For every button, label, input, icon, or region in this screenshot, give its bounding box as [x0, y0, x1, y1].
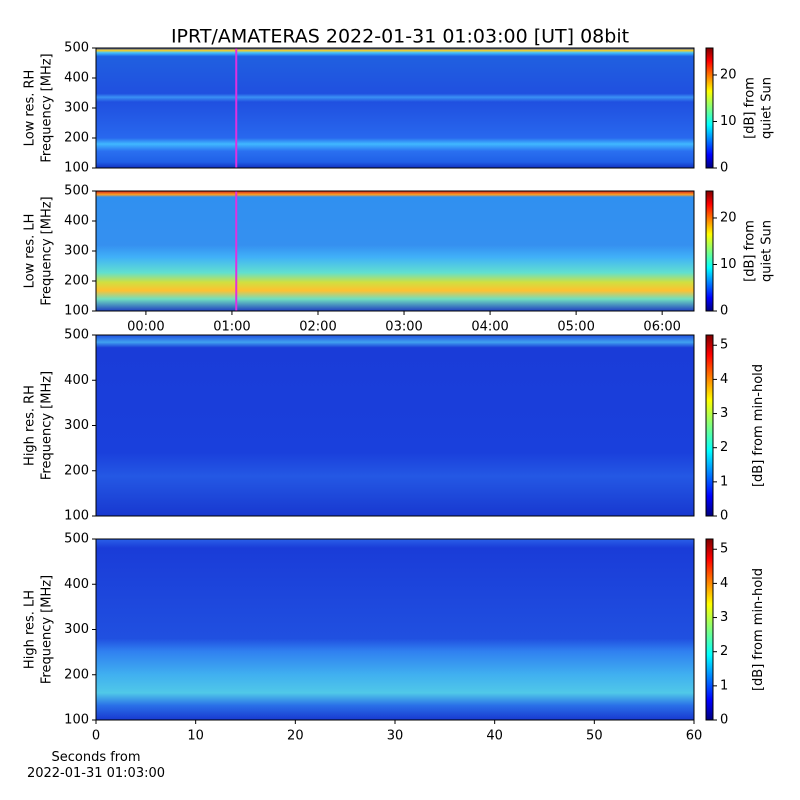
colorbar-tick-label: 2: [720, 440, 728, 455]
x-tick-label: 05:00: [557, 320, 594, 335]
colorbar-tick-label: 20: [720, 67, 737, 82]
y-tick-label: 200: [64, 131, 89, 146]
colorbar-tick-label: 0: [720, 509, 728, 524]
colorbar: [705, 334, 714, 517]
spectrogram: [96, 335, 694, 516]
colorbar-tick-label: 0: [720, 161, 728, 176]
y-tick-label: 200: [64, 463, 89, 478]
y-tick-label: 300: [64, 244, 89, 259]
x-tick-label: 02:00: [299, 320, 336, 335]
y-tick-label: 100: [64, 713, 89, 728]
x-tick-label: 03:00: [385, 320, 422, 335]
x-tick-label: 00:00: [127, 320, 164, 335]
x-axis-label-line: Seconds from: [51, 750, 140, 765]
y-axis-label-line: Frequency [MHz]: [39, 53, 54, 162]
y-tick-label: 300: [64, 418, 89, 433]
y-tick-label: 500: [64, 41, 89, 56]
colorbar-tick-label: 3: [720, 406, 728, 421]
x-tick-label: 20: [287, 729, 304, 744]
x-tick-label: 06:00: [643, 320, 680, 335]
colorbar-tick-label: 5: [720, 338, 728, 353]
y-tick-label: 300: [64, 101, 89, 116]
spectrogram: [96, 539, 694, 720]
x-tick-label: 50: [586, 729, 603, 744]
colorbar-tick-label: 4: [720, 576, 728, 591]
y-axis-label-line: Low res. RH: [22, 70, 37, 147]
y-tick-label: 400: [64, 577, 89, 592]
y-axis-label-line: Low res. LH: [22, 214, 37, 289]
y-tick-label: 400: [64, 214, 89, 229]
colorbar-label-line: quiet Sun: [759, 220, 774, 282]
colorbar-tick-label: 0: [720, 713, 728, 728]
y-tick-label: 300: [64, 622, 89, 637]
colorbar-tick-label: 5: [720, 542, 728, 557]
colorbar: [705, 538, 714, 721]
colorbar: [705, 190, 714, 312]
x-tick-label: 10: [187, 729, 204, 744]
y-tick-label: 500: [64, 532, 89, 547]
y-axis-label-line: Frequency [MHz]: [39, 196, 54, 305]
y-axis-label: Low res. RH Frequency [MHz]: [22, 53, 54, 162]
colorbar-label-line: [dB] from min-hold: [751, 568, 766, 691]
y-axis-label: High res. LH Frequency [MHz]: [22, 575, 54, 684]
figure-title: IPRT/AMATERAS 2022-01-31 01:03:00 [UT] 0…: [171, 26, 629, 48]
y-axis-label-line: High res. LH: [22, 590, 37, 669]
x-tick-label: 30: [387, 729, 404, 744]
colorbar-label-line: [dB] from: [742, 77, 757, 139]
y-axis-label: High res. RH Frequency [MHz]: [22, 371, 54, 480]
colorbar-label-line: [dB] from min-hold: [751, 364, 766, 487]
colorbar-label-line: quiet Sun: [759, 77, 774, 139]
x-tick-label: 40: [486, 729, 503, 744]
colorbar-label: [dB] from min-hold: [751, 568, 766, 691]
x-tick-label: 04:00: [471, 320, 508, 335]
x-tick-label: 0: [92, 729, 100, 744]
x-tick-label: 01:00: [213, 320, 250, 335]
y-tick-label: 200: [64, 274, 89, 289]
colorbar-tick-label: 10: [720, 114, 737, 129]
y-tick-label: 500: [64, 184, 89, 199]
x-tick-label: 60: [686, 729, 703, 744]
colorbar-tick-label: 2: [720, 644, 728, 659]
x-axis-label-line: 2022-01-31 01:03:00: [27, 766, 165, 781]
colorbar-tick-label: 3: [720, 610, 728, 625]
colorbar-label: [dB] from min-hold: [751, 364, 766, 487]
x-axis-label: Seconds from 2022-01-31 01:03:00: [27, 750, 165, 781]
y-axis-label-line: Frequency [MHz]: [39, 575, 54, 684]
y-tick-label: 100: [64, 161, 89, 176]
colorbar-tick-label: 10: [720, 257, 737, 272]
y-tick-label: 500: [64, 328, 89, 343]
y-axis-label: Low res. LH Frequency [MHz]: [22, 196, 54, 305]
spectrogram: [96, 48, 694, 168]
y-tick-label: 100: [64, 304, 89, 319]
y-axis-label-line: Frequency [MHz]: [39, 371, 54, 480]
colorbar-label: [dB] from quiet Sun: [742, 220, 774, 282]
colorbar-tick-label: 0: [720, 304, 728, 319]
colorbar-tick-label: 1: [720, 678, 728, 693]
y-tick-label: 100: [64, 509, 89, 524]
colorbar-label: [dB] from quiet Sun: [742, 77, 774, 139]
colorbar: [705, 47, 714, 169]
y-tick-label: 200: [64, 667, 89, 682]
colorbar-tick-label: 4: [720, 372, 728, 387]
y-tick-label: 400: [64, 71, 89, 86]
spectrogram: [96, 191, 694, 311]
colorbar-label-line: [dB] from: [742, 220, 757, 282]
y-axis-label-line: High res. RH: [22, 385, 37, 466]
colorbar-tick-label: 1: [720, 474, 728, 489]
y-tick-label: 400: [64, 373, 89, 388]
colorbar-tick-label: 20: [720, 210, 737, 225]
